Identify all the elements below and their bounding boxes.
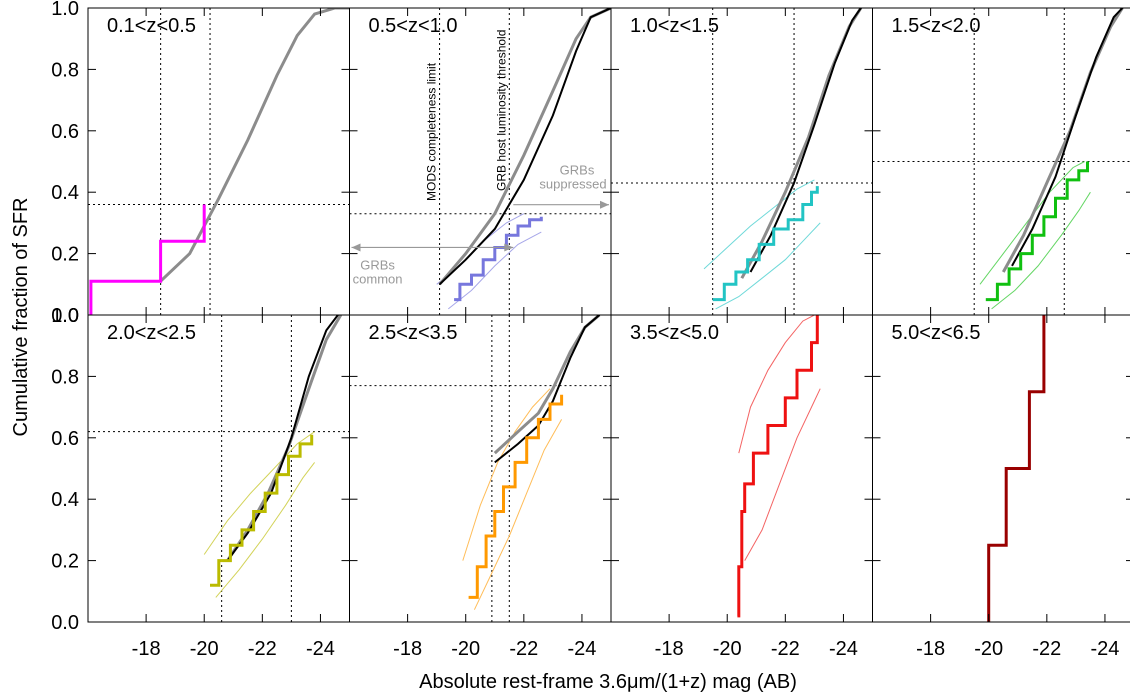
x-tick-label: -22 <box>248 638 277 660</box>
grb-step-line <box>468 394 564 599</box>
panel-title: 3.5<z<5.0 <box>630 322 719 344</box>
panel-title: 0.1<z<0.5 <box>107 15 196 37</box>
panel-grid: 0.0 0.2 0.4 0.6 0.8 1.0 0.1<z<0.5 0.5<z<1.0 MODS… <box>51 0 1130 660</box>
grb-step-line <box>985 161 1089 302</box>
panel-frame <box>872 7 1130 316</box>
x-tick-label: -20 <box>974 638 1003 660</box>
x-tick-label: -24 <box>829 638 858 660</box>
x-tick-label: -18 <box>916 638 945 660</box>
x-tick-label: -24 <box>1090 638 1119 660</box>
grb-band-lower <box>744 388 821 561</box>
grb-step-line <box>987 315 1046 622</box>
grey-reference-curve <box>438 8 611 286</box>
suppressed-arrowhead <box>600 200 609 209</box>
plot-area <box>872 8 1130 315</box>
panel-3: 1.0<z<1.5 <box>610 7 873 316</box>
black-reference-curve <box>749 8 862 273</box>
black-reference-curve <box>226 315 339 562</box>
common-label: GRBs <box>360 257 395 272</box>
x-tick-label: -18 <box>132 638 161 660</box>
grb-band-lower <box>991 191 1091 310</box>
x-tick-label: -24 <box>306 638 335 660</box>
panel-frame <box>610 314 873 623</box>
panel-title: 1.0<z<1.5 <box>630 15 719 37</box>
grb-band-upper <box>462 388 551 561</box>
plot-area <box>987 315 1046 622</box>
grb-step-line <box>210 434 314 587</box>
y-tick-label: 0.8 <box>51 59 79 81</box>
grb-band-lower <box>215 462 315 598</box>
panel-title: 2.5<z<3.5 <box>369 322 458 344</box>
x-tick-label: -18 <box>655 638 684 660</box>
panel-title: 1.5<z<2.0 <box>892 15 981 37</box>
panel-title: 0.5<z<1.0 <box>369 15 458 37</box>
panel-frame <box>610 7 873 316</box>
grey-reference-curve <box>740 8 863 279</box>
panel-frame <box>87 7 350 316</box>
y-tick-label: 0.0 <box>51 612 79 634</box>
panel-5: -18 -20 -22 -24 0.0 0.2 0.4 0.6 0.8 1.0 2.0<z<2.5 <box>51 305 350 660</box>
y-tick-label: 0.0 <box>51 305 79 327</box>
common-label: common <box>353 271 403 286</box>
plot-area <box>88 315 350 622</box>
y-tick-label: 0.4 <box>51 182 79 204</box>
y-tick-label: 0.2 <box>51 551 79 573</box>
suppressed-label: GRBs <box>560 163 595 178</box>
plot-area <box>611 8 873 315</box>
y-tick-label: 0.8 <box>51 366 79 388</box>
x-tick-label: -20 <box>451 638 480 660</box>
panel-4: 1.5<z<2.0 <box>872 7 1130 316</box>
panel-title: 2.0<z<2.5 <box>107 322 196 344</box>
grb-step-line <box>89 204 206 315</box>
grb-band-lower <box>473 419 563 610</box>
x-tick-label: -22 <box>509 638 538 660</box>
y-tick-label: 0.6 <box>51 428 79 450</box>
plot-area <box>737 315 821 618</box>
x-axis-label: Absolute rest-frame 3.6μm/(1+z) mag (AB) <box>419 671 797 693</box>
y-tick-label: 1.0 <box>51 305 79 327</box>
panel-6: -18 -20 -22 -24 2.5<z<3.5 <box>349 314 612 660</box>
grb-step-line <box>737 315 819 618</box>
x-tick-label: -22 <box>771 638 800 660</box>
grb-band-upper <box>703 179 815 270</box>
y-tick-label: 1.0 <box>51 0 79 20</box>
grb-band-upper <box>203 431 315 555</box>
black-reference-curve <box>438 8 611 286</box>
grb-band-upper <box>738 315 815 454</box>
common-arrowhead <box>504 243 514 252</box>
plot-area <box>349 315 611 622</box>
panel-1: 0.0 0.2 0.4 0.6 0.8 1.0 0.1<z<0.5 <box>51 0 350 327</box>
x-tick-label: -18 <box>393 638 422 660</box>
grey-reference-curve <box>159 8 350 283</box>
panel-7: -18 -20 -22 -24 3.5<z<5.0 <box>610 314 873 660</box>
grb-band-lower <box>447 231 542 310</box>
panel-8: -18 -20 -22 -24 5.0<z<6.5 <box>872 314 1130 660</box>
x-tick-label: -20 <box>713 638 742 660</box>
black-reference-curve <box>494 315 601 464</box>
grb-band-lower <box>715 222 821 310</box>
x-tick-label: -24 <box>567 638 596 660</box>
black-reference-curve <box>1011 8 1124 267</box>
x-tick-label: -22 <box>1032 638 1061 660</box>
suppressed-label: suppressed <box>539 177 606 192</box>
panel-frame <box>349 314 612 623</box>
y-tick-label: 0.4 <box>51 489 79 511</box>
panel-title: 5.0<z<6.5 <box>892 322 981 344</box>
grey-reference-curve <box>493 315 601 455</box>
grb-band-upper <box>979 161 1085 285</box>
mods-limit-annotation: MODS completeness limit <box>425 62 439 201</box>
panel-frame <box>872 314 1130 623</box>
panel-2: 0.5<z<1.0 MODS completeness limit GRB host… <box>349 7 612 316</box>
grb-step-line <box>712 186 819 302</box>
common-arrowhead <box>351 243 361 252</box>
y-tick-label: 0.6 <box>51 121 79 143</box>
y-axis-label: Cumulative fraction of SFR <box>10 198 32 437</box>
y-tick-label: 0.2 <box>51 244 79 266</box>
plot-area <box>88 8 350 315</box>
grey-reference-curve <box>226 315 343 562</box>
grb-threshold-annotation: GRB host luminosity threshold <box>494 30 508 191</box>
x-tick-label: -20 <box>190 638 219 660</box>
